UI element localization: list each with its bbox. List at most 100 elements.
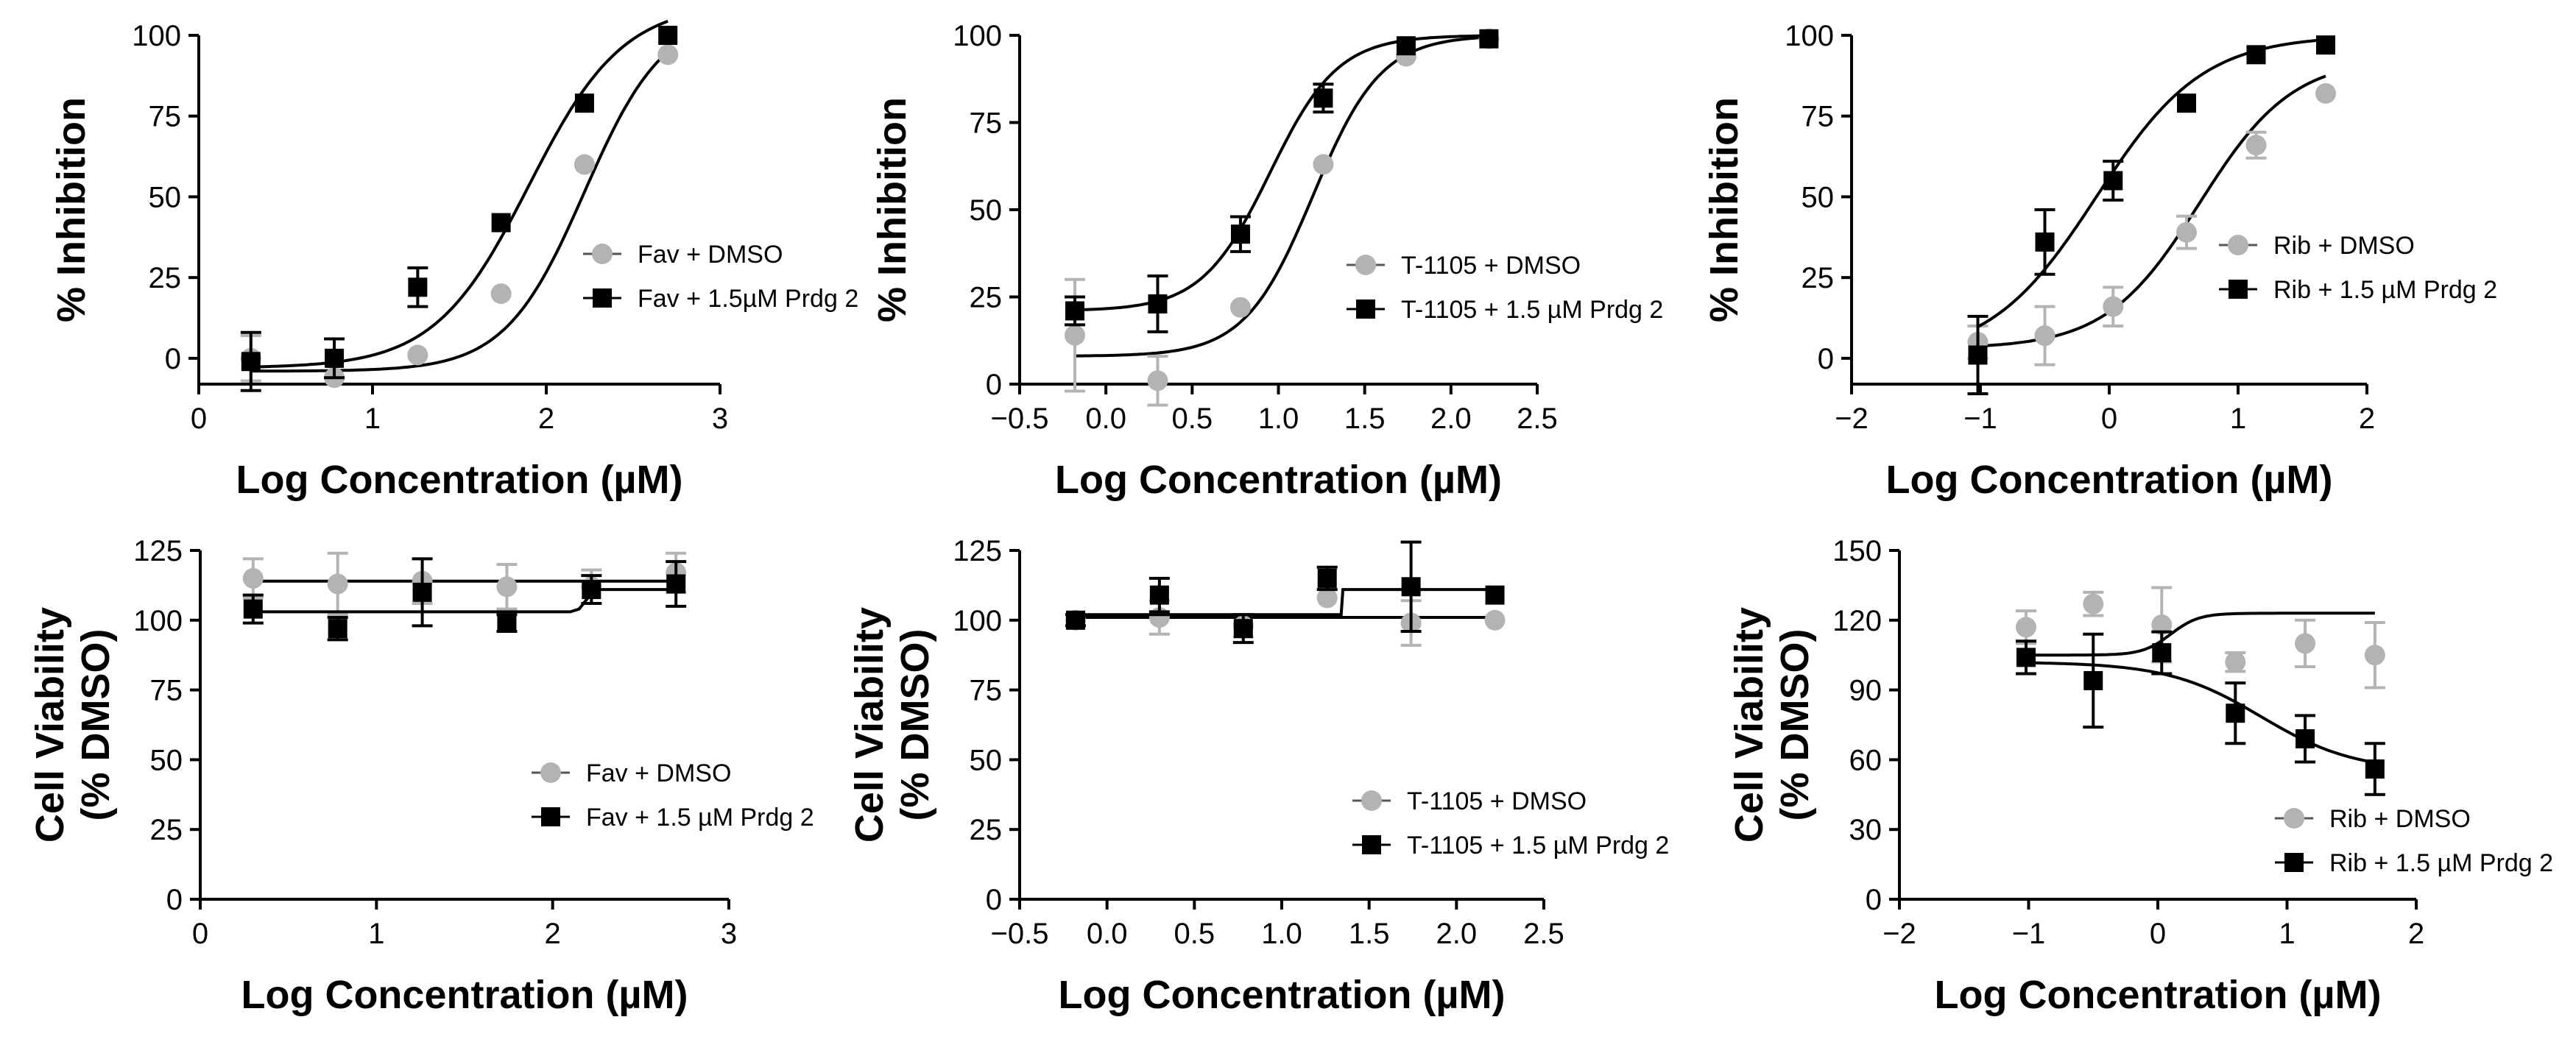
data-point xyxy=(2364,645,2385,666)
data-point xyxy=(241,352,261,372)
legend: Rib + DMSO Rib + 1.5 µM Prdg 2 xyxy=(2275,805,2553,877)
x-tick-label: 1 xyxy=(2230,403,2246,435)
data-point xyxy=(2103,296,2124,317)
data-point xyxy=(1313,88,1333,108)
y-tick-label: 0 xyxy=(1866,884,1882,916)
legend-marker xyxy=(1362,835,1381,854)
series-dmso xyxy=(2015,586,2385,690)
chart-viability-t1105: −0.5 0.0 0.5 1.0 1.5 2.0 2.5 0 25 50 75 100 125 Log C… xyxy=(847,535,1669,1017)
x-tick-label: 1 xyxy=(2279,918,2295,950)
legend-label: Rib + DMSO xyxy=(2329,805,2471,833)
y-tick-label: 120 xyxy=(1832,605,1882,637)
x-tick-label: −0.5 xyxy=(991,403,1049,435)
data-point xyxy=(2016,648,2036,667)
data-point xyxy=(1313,154,1334,175)
legend: Rib + DMSO Rib + 1.5 µM Prdg 2 xyxy=(2219,232,2497,304)
x-tick-label: 2 xyxy=(2408,918,2424,950)
data-point xyxy=(2177,93,2196,113)
series-prdg xyxy=(1967,35,2335,396)
x-tick-label: 2.0 xyxy=(1436,918,1478,950)
legend-marker xyxy=(592,244,613,264)
series-prdg xyxy=(2015,630,2385,796)
data-point xyxy=(2152,643,2172,663)
y-tick-label: 50 xyxy=(970,194,1003,227)
data-point xyxy=(1968,345,1988,365)
data-point xyxy=(1065,610,1085,630)
x-tick-label: 0.5 xyxy=(1174,918,1215,950)
y-tick-label: 0 xyxy=(165,343,181,375)
y-tick-label: 25 xyxy=(1802,262,1835,294)
data-point xyxy=(1064,325,1085,346)
data-point xyxy=(491,213,511,233)
y-tick-label: 125 xyxy=(133,535,183,567)
data-point xyxy=(490,283,512,305)
legend-label: Fav + DMSO xyxy=(638,241,783,269)
fit-curve xyxy=(250,50,669,373)
data-point xyxy=(1149,585,1169,605)
y-tick-label: 125 xyxy=(953,535,1002,567)
legend-label: Fav + 1.5µM Prdg 2 xyxy=(638,285,858,313)
fit-curve xyxy=(250,19,668,369)
x-tick-label: 0 xyxy=(2150,918,2166,950)
data-point xyxy=(574,93,594,113)
y-axis-title: % Inhibition xyxy=(49,97,93,322)
series-prdg xyxy=(1064,29,1499,333)
data-point xyxy=(328,619,347,639)
y-tick-label: 0 xyxy=(1818,343,1834,375)
chart-inhibition-t1105: −0.5 0.0 0.5 1.0 1.5 2.0 2.5 0 25 50 75 100 Log Conc… xyxy=(870,20,1663,502)
x-tick-label: 3 xyxy=(721,918,737,950)
data-point xyxy=(1229,297,1251,318)
chart-inhibition-fav: 0 1 2 3 0 25 50 75 100 Log Concentration (µM) % In… xyxy=(49,19,858,502)
y-tick-label: 0 xyxy=(986,884,1002,916)
data-point xyxy=(243,599,263,619)
x-axis-title: Log Concentration (µM) xyxy=(1058,973,1505,1017)
data-point xyxy=(1065,301,1084,321)
data-point xyxy=(1401,577,1421,597)
fit-curve xyxy=(1977,74,2326,348)
fit-curve xyxy=(1074,34,1489,312)
x-tick-label: 0.5 xyxy=(1172,403,1213,435)
x-tick-label: −1 xyxy=(1963,403,1997,435)
legend-label: Rib + DMSO xyxy=(2273,232,2415,260)
y-tick-label: 100 xyxy=(133,605,183,637)
legend-label: T-1105 + 1.5 µM Prdg 2 xyxy=(1407,832,1669,860)
x-tick-label: −0.5 xyxy=(991,918,1049,950)
x-tick-label: 1 xyxy=(364,403,381,435)
data-point xyxy=(412,582,432,602)
y-axis-title: (% DMSO) xyxy=(1773,629,1817,821)
data-point xyxy=(2176,221,2197,243)
y-axis-title: (% DMSO) xyxy=(893,629,937,821)
x-tick-label: −2 xyxy=(1835,403,1869,435)
data-point xyxy=(2365,759,2385,779)
series-dmso xyxy=(242,551,687,617)
legend: Fav + DMSO Fav + 1.5µM Prdg 2 xyxy=(583,241,858,313)
data-point xyxy=(2295,633,2316,654)
y-tick-label: 100 xyxy=(953,605,1002,637)
data-point xyxy=(2226,703,2245,723)
legend-marker xyxy=(593,288,612,308)
fit-curve xyxy=(253,588,677,614)
x-tick-label: 0 xyxy=(2101,403,2117,435)
series-prdg xyxy=(242,557,687,642)
data-point xyxy=(1396,36,1416,56)
y-tick-label: 75 xyxy=(970,675,1003,707)
data-point xyxy=(1485,585,1505,605)
data-point xyxy=(2035,232,2055,252)
y-tick-label: 75 xyxy=(1802,101,1835,133)
legend-marker xyxy=(540,762,561,783)
y-tick-label: 25 xyxy=(970,282,1003,314)
legend-marker xyxy=(541,807,560,826)
y-tick-label: 50 xyxy=(149,181,182,213)
y-tick-label: 25 xyxy=(970,814,1003,846)
y-axis-title: (% DMSO) xyxy=(74,629,118,821)
y-axis-title: % Inhibition xyxy=(1702,97,1746,322)
x-axis-title: Log Concentration (µM) xyxy=(1934,973,2381,1017)
x-tick-label: 1 xyxy=(368,918,384,950)
series-dmso xyxy=(1064,28,1500,407)
y-tick-label: 0 xyxy=(166,884,183,916)
data-point xyxy=(2151,614,2173,636)
x-tick-label: 1.0 xyxy=(1258,403,1299,435)
data-point xyxy=(1147,370,1168,391)
y-tick-label: 25 xyxy=(150,814,183,846)
